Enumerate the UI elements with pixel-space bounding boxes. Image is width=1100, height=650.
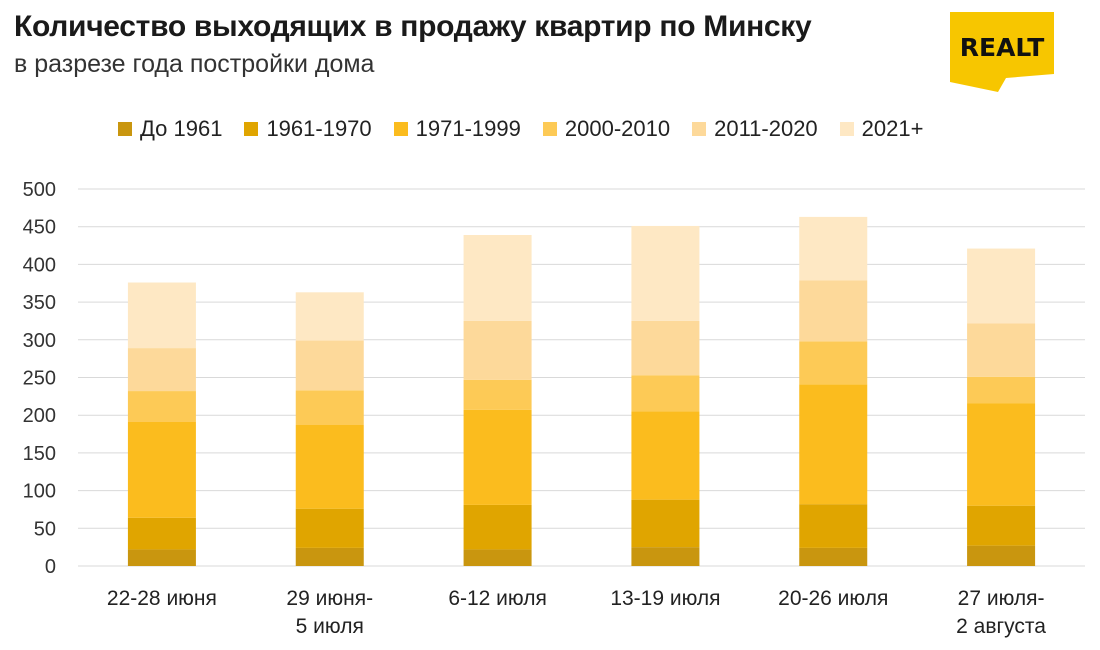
chart-title: Количество выходящих в продажу квартир п… (14, 10, 812, 43)
bar-segment (127, 421, 196, 518)
x-category-label: 5 июля (296, 615, 364, 638)
x-axis-categories: 22-28 июня 29 июня- 5 июля 6-12 июля 13-19 и… (107, 587, 1046, 638)
bar-segment (295, 292, 364, 341)
y-tick-label: 200 (23, 405, 56, 427)
bar-segment (967, 545, 1036, 566)
x-category-label: 29 июня- (286, 587, 373, 610)
y-tick-label: 250 (23, 368, 56, 390)
legend-label: 1971-1999 (415, 116, 521, 141)
bar-segment (799, 341, 868, 385)
legend-label: До 1961 (140, 116, 223, 141)
bar-segment (967, 403, 1036, 506)
y-tick-label: 50 (34, 518, 56, 540)
legend-swatch (393, 122, 408, 136)
y-tick-label: 400 (23, 254, 56, 276)
bar-segment (631, 547, 700, 566)
bar-segment (967, 376, 1036, 404)
legend-swatch (244, 122, 259, 136)
bar-segment (799, 504, 868, 548)
legend-label: 1961-1970 (266, 116, 372, 141)
y-tick-label: 500 (23, 179, 56, 201)
bar-segment (631, 499, 700, 548)
y-tick-label: 350 (23, 292, 56, 314)
legend-swatch (839, 122, 854, 136)
bar-segment (127, 549, 196, 566)
x-category-label: 6-12 июля (448, 587, 547, 610)
bar-segment (967, 248, 1036, 324)
bar-segment (631, 320, 700, 376)
realt-logo-badge (950, 12, 1054, 92)
bar-segment (295, 547, 364, 566)
legend-item: 2021+ (839, 116, 924, 142)
bar-segment (463, 549, 532, 566)
bar-segment (463, 409, 532, 505)
bar-segment (295, 340, 364, 391)
bar-segment (463, 504, 532, 550)
y-tick-label: 300 (23, 330, 56, 352)
realt-logo-text: REALT (960, 33, 1045, 62)
legend-swatch (542, 122, 557, 136)
legend-item: 2011-2020 (692, 116, 818, 142)
legend-item: 2000-2010 (542, 116, 671, 142)
bar-segment (799, 384, 868, 505)
bar-segment (631, 225, 700, 321)
bar-segment (631, 375, 700, 412)
bar-segment (127, 391, 196, 422)
bar-segment (799, 547, 868, 566)
chart-legend: До 1961 1961-1970 1971-1999 2000-2010 2011-2… (118, 116, 945, 142)
bar-segment (799, 280, 868, 342)
bar-segment (463, 320, 532, 380)
gridlines (78, 188, 1085, 567)
realt-logo: REALT (950, 12, 1054, 92)
bar-segment (295, 425, 364, 509)
y-tick-label: 0 (45, 556, 56, 578)
bar-segment (127, 517, 196, 550)
legend-label: 2000-2010 (564, 116, 671, 141)
bars (127, 216, 1036, 566)
chart-subtitle: в разрезе года постройки дома (14, 50, 375, 78)
x-category-label: 20-26 июля (778, 587, 888, 610)
y-axis-ticks: 0 50 100 150 200 250 300 350 400 450 500 (23, 179, 56, 578)
legend-swatch (692, 122, 707, 136)
x-category-label: 13-19 июля (610, 587, 720, 610)
bar-segment (295, 508, 364, 548)
y-tick-label: 150 (23, 443, 56, 465)
legend-label: 2011-2020 (714, 116, 818, 141)
y-tick-label: 450 (23, 217, 56, 239)
bar-segment (463, 234, 532, 321)
bar-segment (631, 411, 700, 500)
bar-segment (127, 282, 196, 349)
x-category-label: 27 июля- (958, 587, 1045, 610)
bar-segment (295, 390, 364, 426)
bar-segment (967, 323, 1036, 377)
bar-segment (967, 505, 1036, 546)
bar-segment (463, 379, 532, 410)
legend-label: 2021+ (861, 116, 924, 141)
legend-item: До 1961 (118, 116, 222, 142)
bar-segment (127, 348, 196, 392)
legend-swatch (118, 122, 132, 136)
legend-item: 1961-1970 (244, 116, 372, 142)
legend-item: 1971-1999 (393, 116, 521, 142)
bar-segment (799, 216, 868, 281)
x-category-label: 2 августа (956, 615, 1046, 638)
x-category-label: 22-28 июня (107, 587, 217, 610)
y-tick-label: 100 (23, 481, 56, 503)
